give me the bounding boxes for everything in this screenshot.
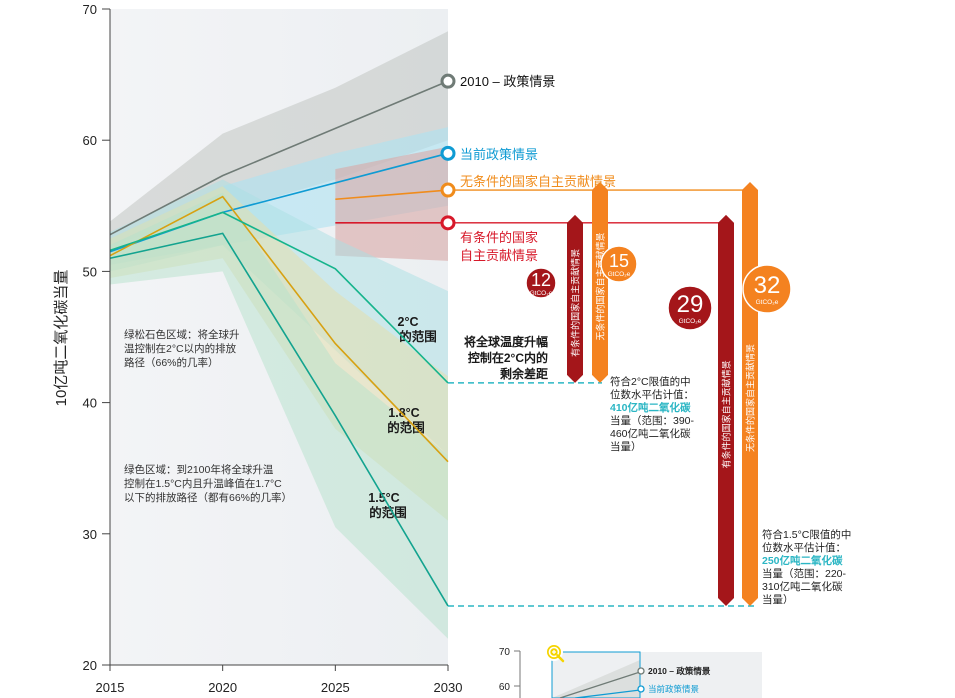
series-line <box>109 80 449 236</box>
y-tick-label: 20 <box>83 658 97 673</box>
gap-value: 15 <box>609 251 629 271</box>
median-15c-note: 位数水平估计值： <box>762 541 846 554</box>
reference-lines <box>448 382 756 607</box>
y-tick-label: 70 <box>83 2 97 17</box>
y-tick-label: 50 <box>83 264 97 279</box>
median-15c-note: 符合1.5°C限值的中 <box>762 528 851 541</box>
median-2c-note: 当量） <box>610 440 642 453</box>
gap-unit: GtCO₂e <box>608 271 631 278</box>
gap-value: 29 <box>677 291 704 318</box>
inset-y-tick: 70 <box>499 647 511 658</box>
y-tick-label: 30 <box>83 527 97 542</box>
gap-value: 12 <box>531 270 551 290</box>
median-15c-note: 当量（范围：220- <box>762 567 847 580</box>
range-2c-label: 2°C <box>398 315 419 329</box>
gap-unit: GtCO₂e <box>679 318 702 325</box>
range-18c-label: 的范围 <box>387 420 425 435</box>
scenario-band <box>110 192 448 639</box>
median-2c-note: 位数水平估计值： <box>610 388 694 401</box>
median-2c-note: 410亿吨二氧化碳 <box>610 401 691 414</box>
gap-bar-label: 无条件的国家自主贡献情景 <box>745 344 756 452</box>
series-end-marker <box>440 182 456 198</box>
series-line <box>109 232 449 607</box>
x-tick-label: 2015 <box>96 680 125 695</box>
range-18c-label: 1.8°C <box>388 406 419 420</box>
zoom-in-icon[interactable] <box>545 643 565 663</box>
note-15c-line: 控制在1.5°C内且升温峰值在1.7°C <box>124 477 282 490</box>
series-line <box>335 189 449 201</box>
label-2010-policy: 2010 – 政策情景 <box>460 74 555 89</box>
note-15c-line: 绿色区域：到2100年将全球升温 <box>124 463 274 476</box>
inset-label-2010: 2010 – 政策情景 <box>648 666 711 676</box>
series-end-marker <box>440 215 456 231</box>
note-2c-line: 温控制在2°C以内的排放 <box>124 342 237 355</box>
gap-bar <box>567 214 583 383</box>
range-15c-label: 的范围 <box>369 505 407 520</box>
median-15c-note: 250亿吨二氧化碳 <box>762 554 843 567</box>
y-tick-label: 40 <box>83 396 97 411</box>
series-line <box>109 211 449 384</box>
median-15c-note: 310亿吨二氧化碳 <box>762 580 843 593</box>
note-2c-line: 路径（66%的几率） <box>124 356 219 369</box>
gap-value-circle <box>525 267 557 299</box>
series-end-marker <box>440 145 456 161</box>
range-2c-label: 的范围 <box>399 329 437 344</box>
gap-value-circle <box>742 264 792 314</box>
scenario-labels: 2010 – 政策情景 当前政策情景 无条件的国家自主贡献情景 有条件的国家 自… <box>460 74 616 263</box>
note-15c-region: 绿色区域：到2100年将全球升温 控制在1.5°C内且升温峰值在1.7°C 以下… <box>124 463 292 504</box>
series-end-marker <box>440 73 456 89</box>
label-unconditional-ndc: 无条件的国家自主贡献情景 <box>460 174 616 189</box>
gap-text: 剩余差距 <box>500 366 548 381</box>
median-15c-note: 当量） <box>762 593 794 606</box>
gap-text: 将全球温度升幅 <box>464 334 548 349</box>
y-axis-label: 10亿吨二氧化碳当量 <box>53 270 70 407</box>
note-2c-region: 绿松石色区域：将全球升 温控制在2°C以内的排放 路径（66%的几率） <box>124 328 240 369</box>
gap-value-circle <box>667 285 713 331</box>
inset-label-current: 当前政策情景 <box>648 684 699 694</box>
median-2c-note: 460亿吨二氧化碳 <box>610 427 691 440</box>
gap-bar <box>718 214 734 606</box>
gap-value-circle <box>600 245 638 283</box>
median-2c-note: 当量（范围：390- <box>610 414 695 427</box>
label-conditional-ndc: 自主贡献情景 <box>460 248 538 263</box>
y-tick-label: 60 <box>83 133 97 148</box>
gap-unit: GtCO₂e <box>756 299 779 306</box>
label-conditional-ndc: 有条件的国家 <box>460 230 538 245</box>
gap-text: 控制在2°C内的 <box>468 350 548 365</box>
scenario-lines <box>109 73 756 607</box>
series-line <box>109 195 449 463</box>
gap-unit: GtCO₂e <box>530 290 553 297</box>
gap-bar-label: 无条件的国家自主贡献情景 <box>595 232 606 340</box>
label-current-policy: 当前政策情景 <box>460 147 538 162</box>
median-2c-note: 符合2°C限值的中 <box>610 375 691 388</box>
scenario-band <box>110 31 448 246</box>
note-2c-line: 绿松石色区域：将全球升 <box>124 328 240 341</box>
x-tick-label: 2025 <box>321 680 350 695</box>
gap-bar-label: 有条件的国家自主贡献情景 <box>721 360 732 468</box>
inset-y-tick: 60 <box>499 682 511 693</box>
x-tick-label: 2020 <box>208 680 237 695</box>
inset-chart: 70 60 2010 – 政策情景 当前政策情景 <box>470 643 765 698</box>
gap-value: 32 <box>754 272 781 299</box>
x-tick-label: 2030 <box>434 680 463 695</box>
gap-bar-label: 有条件的国家自主贡献情景 <box>570 249 581 357</box>
note-15c-line: 以下的排放路径（都有66%的几率） <box>124 491 292 504</box>
gap-bar <box>592 182 608 383</box>
